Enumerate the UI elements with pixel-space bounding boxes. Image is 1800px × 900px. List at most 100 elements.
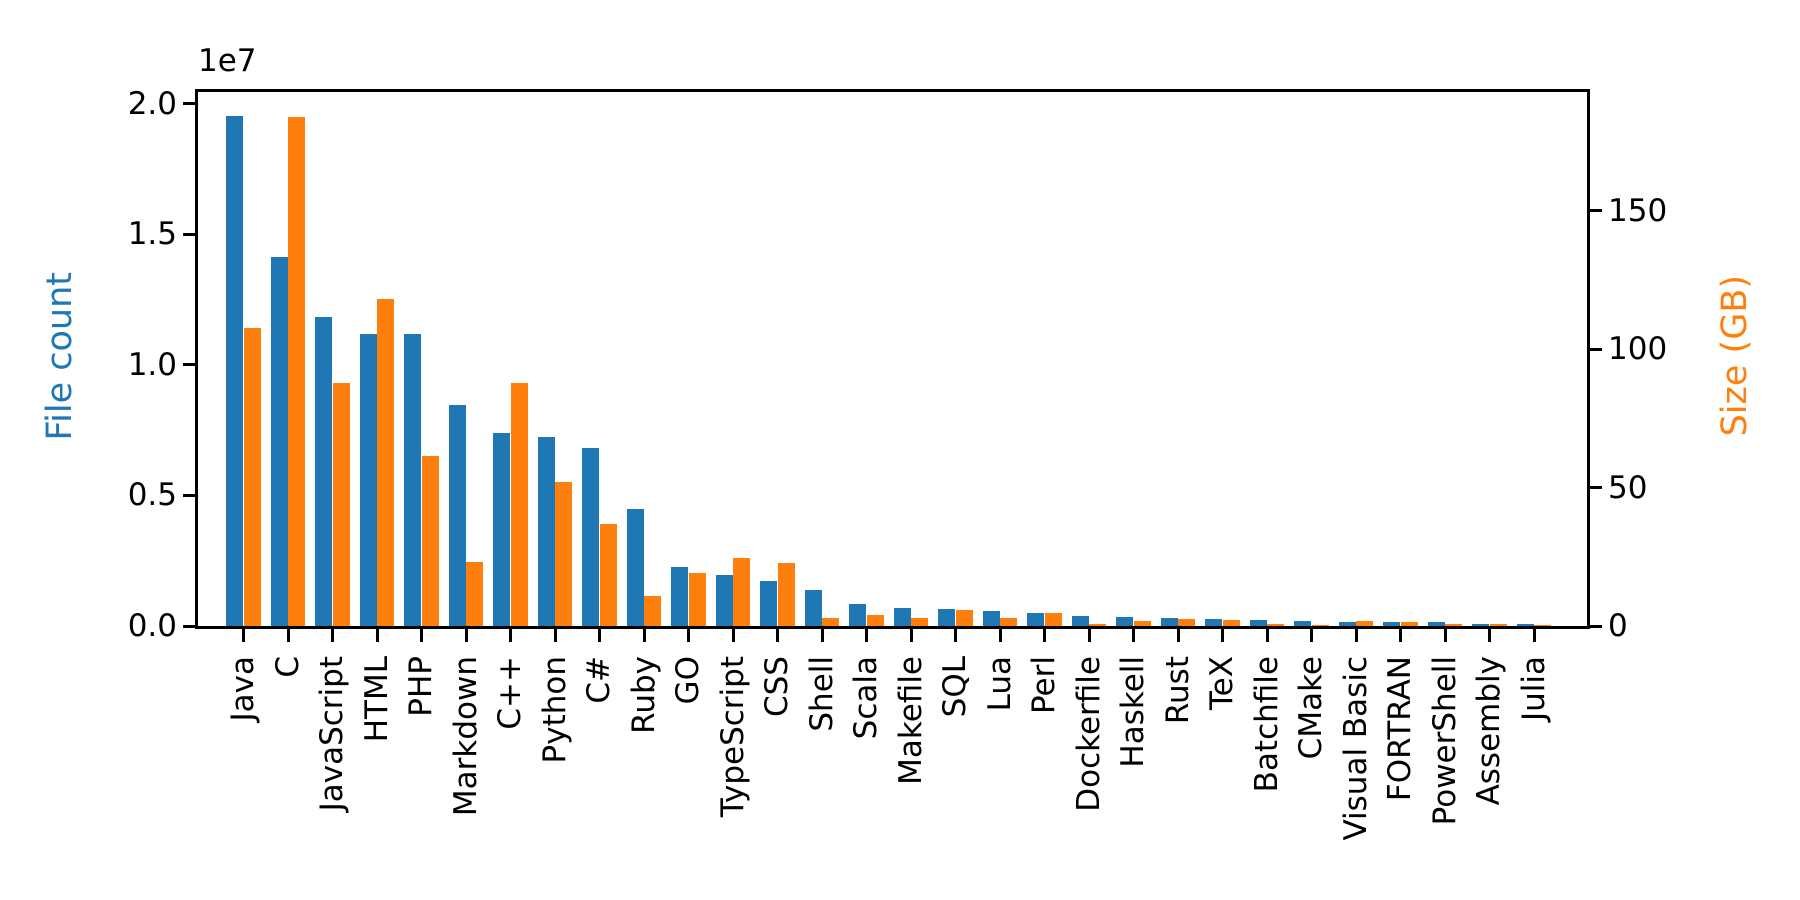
x-tick-mark	[1399, 629, 1402, 642]
bar-file-count	[226, 115, 244, 626]
bar-size-gb	[1445, 624, 1463, 626]
x-tick-mark	[1087, 629, 1091, 642]
bar-size-gb	[1400, 621, 1418, 626]
left-tick-label: 1.5	[127, 216, 177, 253]
x-tick-mark	[375, 629, 379, 642]
x-tick-mark	[242, 629, 245, 642]
bar-size-gb	[421, 455, 439, 626]
bar-size-gb	[1089, 624, 1107, 626]
x-tick-mark	[776, 629, 779, 642]
left-tick-mark	[183, 102, 195, 106]
x-tick-mark	[642, 629, 646, 642]
bar-size-gb	[644, 595, 662, 626]
x-tick-label: TeX	[1204, 656, 1240, 710]
x-tick-label: Java	[225, 656, 261, 722]
bar-size-gb	[510, 383, 528, 626]
x-tick-mark	[509, 629, 512, 642]
x-tick-mark	[865, 629, 868, 642]
left-tick-mark	[183, 624, 195, 628]
x-tick-label: FORTRAN	[1382, 656, 1418, 802]
x-tick-label: Julia	[1515, 656, 1552, 722]
x-tick-label: CMake	[1293, 656, 1329, 760]
right-tick-label: 0	[1608, 608, 1628, 644]
x-tick-label: C	[269, 656, 306, 678]
left-tick-label: 0.0	[127, 608, 177, 644]
x-tick-mark	[1043, 629, 1046, 642]
bar-file-count	[1205, 619, 1223, 626]
left-tick-label: 1.0	[127, 346, 177, 383]
x-tick-mark	[1132, 629, 1135, 642]
left-tick-label: 2.0	[127, 85, 177, 122]
bar-size-gb	[911, 617, 929, 626]
x-tick-mark	[1176, 629, 1180, 642]
right-tick-mark	[1590, 486, 1602, 489]
bar-file-count	[1338, 621, 1356, 626]
bar-file-count	[1516, 624, 1534, 626]
bar-size-gb	[777, 563, 795, 626]
x-tick-label: PHP	[403, 656, 439, 717]
bar-file-count	[359, 334, 377, 626]
x-tick-label: Markdown	[447, 656, 484, 817]
x-tick-label: Scala	[848, 656, 884, 740]
right-axis-label-box: Size (GB)	[1705, 89, 1765, 623]
bar-size-gb	[555, 481, 573, 626]
bar-size-gb	[288, 116, 306, 626]
right-tick-label: 100	[1608, 331, 1668, 368]
x-tick-mark	[687, 629, 690, 642]
bar-file-count	[1116, 617, 1134, 626]
x-tick-label: Rust	[1159, 656, 1196, 725]
bar-file-count	[270, 256, 288, 626]
bar-file-count	[1383, 622, 1401, 626]
x-tick-label: Haskell	[1115, 656, 1151, 768]
bar-file-count	[1294, 621, 1312, 626]
x-tick-label: Assembly	[1471, 656, 1507, 806]
x-tick-mark	[1310, 629, 1313, 642]
x-tick-label: Lua	[981, 656, 1018, 712]
x-tick-mark	[998, 629, 1002, 642]
bar-size-gb	[955, 610, 973, 626]
bar-file-count	[1160, 617, 1178, 626]
x-tick-label: Makefile	[892, 656, 929, 785]
bar-size-gb	[1534, 625, 1552, 626]
bar-size-gb	[1311, 624, 1329, 626]
bar-size-gb	[866, 615, 884, 626]
bar-file-count	[582, 448, 600, 626]
x-tick-mark	[1443, 629, 1447, 642]
x-tick-label: Ruby	[625, 656, 662, 734]
x-tick-label: GO	[670, 656, 706, 705]
plot-area	[195, 89, 1590, 629]
x-tick-mark	[420, 629, 423, 642]
x-tick-label: Shell	[803, 656, 840, 732]
bar-size-gb	[1356, 620, 1374, 626]
right-tick-mark	[1590, 624, 1602, 628]
x-tick-mark	[731, 629, 735, 642]
bar-file-count	[804, 589, 822, 626]
bar-size-gb	[243, 327, 261, 626]
right-tick-mark	[1590, 347, 1602, 351]
bar-size-gb	[1267, 624, 1285, 626]
x-tick-label: C#	[581, 656, 617, 704]
bar-file-count	[982, 610, 1000, 626]
x-tick-mark	[1532, 629, 1536, 642]
x-tick-mark	[954, 629, 957, 642]
right-tick-mark	[1590, 209, 1602, 213]
bar-size-gb	[1178, 618, 1196, 626]
left-axis-label-box: File count	[32, 89, 88, 623]
bar-size-gb	[1222, 620, 1240, 626]
x-tick-label: Dockerfile	[1070, 656, 1107, 812]
bar-file-count	[493, 433, 511, 626]
left-tick-label: 0.5	[127, 477, 177, 514]
bar-size-gb	[1044, 612, 1062, 626]
bar-file-count	[671, 566, 689, 626]
bar-file-count	[315, 316, 333, 626]
left-axis-offset-text: 1e7	[198, 43, 257, 79]
x-tick-mark	[1488, 629, 1491, 642]
bar-file-count	[760, 580, 778, 626]
bar-size-gb	[599, 524, 617, 626]
bar-file-count	[1427, 622, 1445, 626]
bar-file-count	[1472, 623, 1490, 626]
x-tick-mark	[1265, 629, 1269, 642]
bar-file-count	[1027, 613, 1045, 626]
x-tick-mark	[286, 629, 290, 642]
